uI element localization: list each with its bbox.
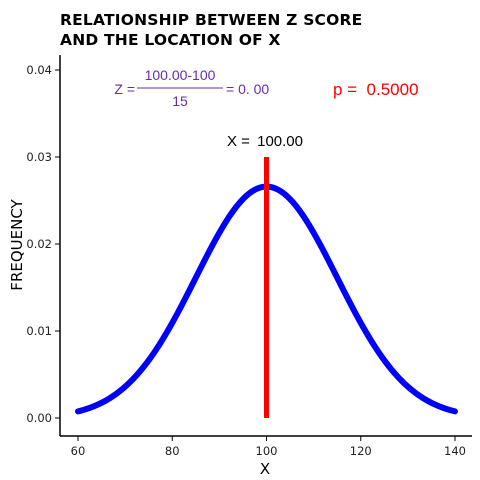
y-tick-label: 0.00 — [26, 411, 52, 425]
x-ticks: 60 80 100 120 140 — [71, 436, 466, 458]
y-ticks: 0.00 0.01 0.02 0.03 0.04 — [26, 63, 60, 425]
z-formula: Z = 100.00-100 15 = 0. 00 — [114, 67, 269, 109]
x-tick-label: 80 — [165, 444, 180, 458]
z-formula-denominator: 15 — [172, 93, 188, 109]
x-axis-title: X — [260, 460, 270, 478]
y-tick-label: 0.02 — [26, 237, 52, 251]
chart-title-line-2: AND THE LOCATION OF X — [60, 31, 281, 49]
y-tick-label: 0.04 — [26, 63, 52, 77]
x-tick-label: 60 — [71, 444, 86, 458]
z-formula-numerator: 100.00-100 — [145, 67, 216, 83]
x-tick-label: 120 — [350, 444, 372, 458]
chart-title-line-1: RELATIONSHIP BETWEEN Z SCORE — [60, 11, 362, 29]
y-tick-label: 0.03 — [26, 150, 52, 164]
x-tick-label: 100 — [256, 444, 278, 458]
y-axis-title: FREQUENCY — [8, 198, 26, 290]
y-tick-label: 0.01 — [26, 324, 52, 338]
p-value-label: p = 0.5000 — [333, 80, 419, 99]
x-marker-label: X = 100.00 — [227, 133, 303, 150]
z-formula-prefix: Z = — [114, 81, 135, 97]
z-formula-result: = 0. 00 — [226, 81, 269, 97]
x-tick-label: 140 — [444, 444, 466, 458]
